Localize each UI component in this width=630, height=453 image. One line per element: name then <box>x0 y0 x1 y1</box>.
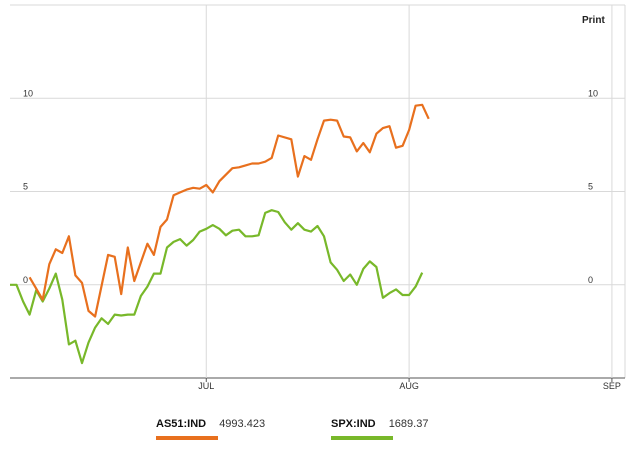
x-tick-labels: JUL AUG SEP <box>198 381 621 391</box>
y-tick-label-left: 5 <box>23 182 28 192</box>
legend-color-swatch <box>156 436 218 440</box>
legend-series-name: AS51:IND <box>156 418 207 430</box>
y-tick-labels: 0 0 5 5 10 10 <box>23 88 598 285</box>
x-tick-label: SEP <box>603 381 621 391</box>
series-line-as51-ind <box>28 103 430 318</box>
y-tick-label-right: 0 <box>588 275 593 285</box>
y-tick-label-right: 10 <box>588 88 598 98</box>
legend-last-value: 1689.37 <box>388 418 429 430</box>
legend-color-swatch <box>331 436 393 440</box>
legend-series-name: SPX:IND <box>331 418 376 430</box>
legend-last-value: 4993.423 <box>219 418 266 430</box>
y-tick-label-right: 5 <box>588 182 593 192</box>
legend-entry-spx[interactable]: SPX:IND 1689.37 <box>331 418 429 440</box>
y-tick-label-left: 0 <box>23 275 28 285</box>
x-tick-label: JUL <box>198 381 214 391</box>
y-tick-label-left: 10 <box>23 88 33 98</box>
series-line-spx-ind <box>10 209 424 365</box>
print-button[interactable]: Print <box>582 15 605 26</box>
grid <box>10 4 626 382</box>
legend-entry-as51[interactable]: AS51:IND 4993.423 <box>156 418 266 440</box>
series-lines <box>10 103 430 365</box>
x-tick-label: AUG <box>399 381 419 391</box>
